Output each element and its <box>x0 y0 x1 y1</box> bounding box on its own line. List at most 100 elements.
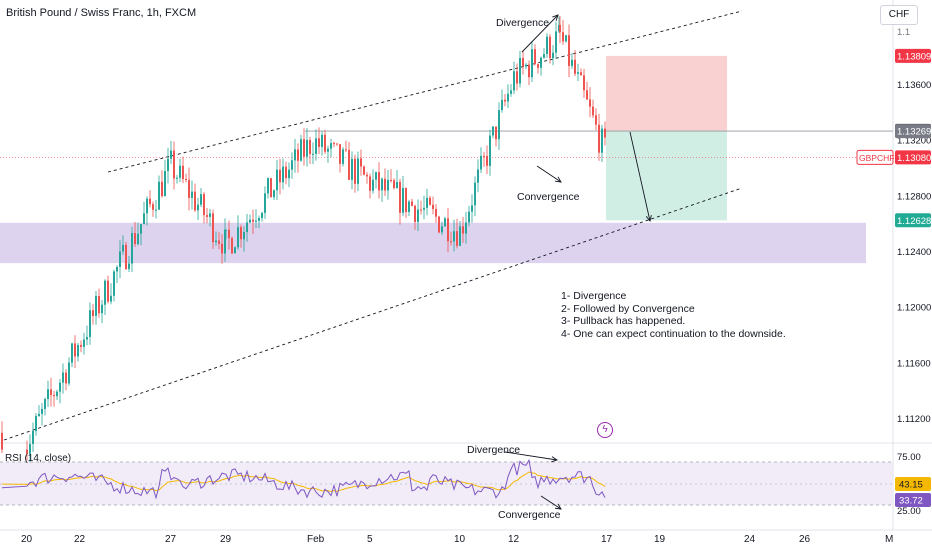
candle <box>303 128 305 166</box>
candle-body <box>598 124 600 153</box>
candle <box>32 422 34 452</box>
candle-body <box>363 166 365 175</box>
candle-body <box>221 243 223 254</box>
candle-body <box>243 232 245 240</box>
candle <box>381 177 383 202</box>
candle-body <box>369 176 371 191</box>
candle-body <box>357 158 359 184</box>
candle-body <box>414 205 416 222</box>
candle-body <box>158 181 160 210</box>
note-line: 2- Followed by Convergence <box>561 302 695 315</box>
price-tick-label: 1.12800 <box>897 191 931 202</box>
rsi-divergence-label: Divergence <box>467 444 520 456</box>
candle <box>44 397 46 416</box>
candle <box>577 63 579 82</box>
price-badge <box>895 48 931 63</box>
candle-body <box>50 389 52 396</box>
candle <box>191 180 193 210</box>
candle-body <box>559 24 561 33</box>
candle-body <box>432 204 434 209</box>
candle-body <box>258 218 260 221</box>
trade-notes: 1- Divergence 2- Followed by Convergence… <box>561 290 786 340</box>
candle <box>562 20 564 45</box>
candle-body <box>495 126 497 140</box>
candle <box>486 145 488 175</box>
candle-body <box>59 382 61 392</box>
candle <box>29 434 31 464</box>
candle-body <box>537 64 539 68</box>
candle <box>143 201 145 225</box>
candle <box>393 178 395 190</box>
candle-body <box>336 143 338 145</box>
candle-body <box>583 75 585 91</box>
candle <box>540 56 542 76</box>
candle <box>86 325 88 346</box>
price-tick-label: 1.12400 <box>897 247 931 258</box>
candle-body <box>408 201 410 212</box>
candle <box>288 162 290 188</box>
candle <box>375 171 377 189</box>
candle <box>453 219 455 252</box>
candle-body <box>571 59 573 66</box>
candle-body <box>435 208 437 217</box>
rsi-convergence-label: Convergence <box>498 509 561 521</box>
candle-body <box>68 362 70 384</box>
candle-body <box>342 149 344 164</box>
candle-body <box>152 204 154 210</box>
candle-body <box>149 198 151 205</box>
candle <box>270 178 272 198</box>
candle-body <box>41 408 43 414</box>
candle <box>122 235 124 255</box>
time-tick-label: 24 <box>744 534 756 545</box>
candle <box>468 205 470 227</box>
rsi-value: 33.72 <box>899 496 923 507</box>
candle <box>474 176 476 217</box>
candle <box>140 224 142 246</box>
candle <box>483 151 485 167</box>
candle-body <box>396 182 398 189</box>
symbol-badge <box>856 149 894 165</box>
candle <box>119 240 121 279</box>
candle <box>507 84 509 108</box>
rsi-tick-label: 75.00 <box>897 452 921 463</box>
time-tick-label: 5 <box>367 534 373 545</box>
candle-body <box>510 90 512 94</box>
candle <box>291 152 293 179</box>
candle <box>525 62 527 70</box>
candle-body <box>492 126 494 136</box>
candle-body <box>390 179 392 181</box>
divergence-label: Divergence <box>496 17 549 29</box>
candle-body <box>83 339 85 347</box>
candle <box>225 229 227 240</box>
candle <box>471 194 473 223</box>
candle <box>357 151 359 192</box>
candle <box>59 378 61 404</box>
candle <box>161 170 163 198</box>
candle-body <box>589 99 591 107</box>
candle-body <box>89 310 91 337</box>
candle-body <box>574 59 576 74</box>
candle <box>62 363 64 394</box>
candle-body <box>35 416 37 432</box>
candle-body <box>116 266 118 272</box>
note-line: 4- One can expect continuation to the do… <box>561 327 786 340</box>
candle-body <box>381 178 383 191</box>
candle <box>74 335 76 369</box>
candle <box>35 413 37 436</box>
time-tick-label: 10 <box>454 534 466 545</box>
candle-body <box>29 443 31 454</box>
candle <box>552 45 554 66</box>
candle <box>131 226 133 273</box>
candle-body <box>185 178 187 180</box>
rsi-tick-label: 25.00 <box>897 506 921 517</box>
currency-button[interactable]: CHF <box>880 5 918 25</box>
candle-body <box>456 231 458 246</box>
candle-body <box>113 271 115 296</box>
candle <box>71 342 73 368</box>
take-profit-zone <box>606 130 727 221</box>
candle <box>411 198 413 207</box>
lightning-icon[interactable]: ϟ <box>597 422 613 438</box>
candle-body <box>71 343 73 363</box>
candle-body <box>444 218 446 227</box>
candle <box>146 196 148 226</box>
